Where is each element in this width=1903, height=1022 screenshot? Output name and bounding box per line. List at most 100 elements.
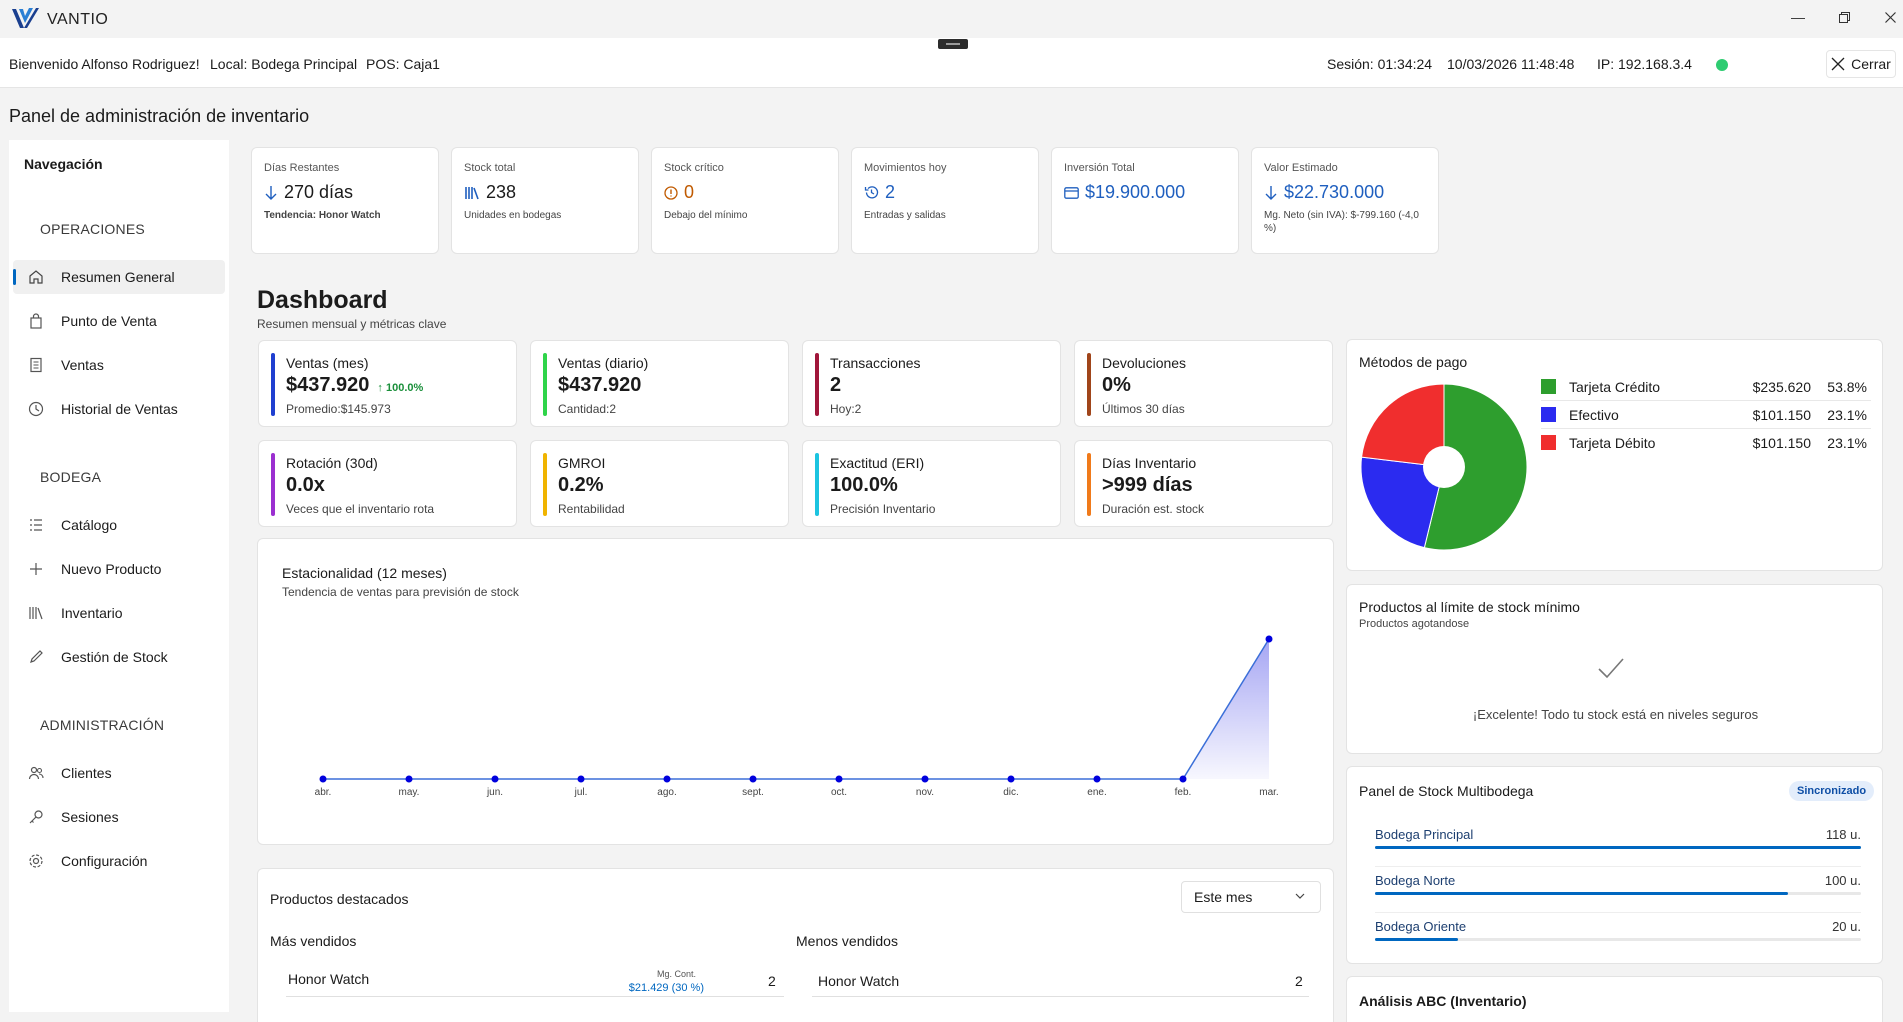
kpi-value-row: $437.920 ↑ 100.0% <box>286 374 423 397</box>
data-point[interactable] <box>491 775 499 783</box>
kpi-label: GMROI <box>558 455 606 471</box>
people-icon <box>27 764 45 782</box>
page-title: Panel de administración de inventario <box>9 106 310 126</box>
legend-swatch <box>1541 379 1556 394</box>
kpi-card: Ventas (diario) $437.920 Cantidad:2 <box>530 340 789 427</box>
warehouse-level-fill <box>1375 892 1789 895</box>
legend-row: Tarjeta Crédito $235.620 53.8% <box>1541 373 1871 401</box>
kpi-label: Transacciones <box>830 355 921 371</box>
session-timer: Sesión: 01:34:24 <box>1327 56 1433 72</box>
kpi-accent-bar <box>271 453 275 516</box>
data-point[interactable] <box>405 775 413 783</box>
legend-percent: 23.1% <box>1827 435 1867 451</box>
sidebar-item-clientes[interactable]: Clientes <box>13 756 225 790</box>
product-name: Honor Watch <box>288 971 370 987</box>
legend-percent: 23.1% <box>1827 407 1867 423</box>
warehouse-row[interactable]: Bodega Norte 100 u. <box>1375 867 1861 913</box>
sidebar-item-punto-de-venta[interactable]: Punto de Venta <box>13 304 225 338</box>
kpi-value-row: 0.2% <box>558 474 604 497</box>
kpi-value: 0.0x <box>286 474 325 496</box>
sidebar-item-configuracion[interactable]: Configuración <box>13 844 225 878</box>
x-tick-label: mar. <box>1259 787 1278 798</box>
local-text: Local: Bodega Principal <box>210 56 358 72</box>
abc-title: Análisis ABC (Inventario) <box>1359 993 1527 1009</box>
pencil-icon <box>27 648 45 666</box>
featured-products-card: Productos destacados Este mes Más vendid… <box>257 868 1334 1022</box>
sidebar-item-catalogo[interactable]: Catálogo <box>13 508 225 542</box>
kpi-value-row: 2 <box>830 374 841 397</box>
key-icon <box>27 808 45 826</box>
kpi-label: Ventas (diario) <box>558 355 649 371</box>
pie-slice[interactable] <box>1361 383 1445 468</box>
pos-text: POS: Caja1 <box>366 56 440 72</box>
sidebar-item-sesiones[interactable]: Sesiones <box>13 800 225 834</box>
data-point[interactable] <box>1007 775 1015 783</box>
kpi-sub: Hoy:2 <box>830 402 862 416</box>
data-point[interactable] <box>663 775 671 783</box>
warehouse-level-track <box>1375 846 1861 849</box>
legend-row: Efectivo $101.150 23.1% <box>1541 401 1871 429</box>
minimize-button[interactable]: — <box>1775 4 1821 30</box>
sidebar-item-label: Configuración <box>61 853 148 869</box>
kpi-value: 0.2% <box>558 474 604 496</box>
plus-icon <box>27 560 45 578</box>
period-select[interactable]: Este mes <box>1181 881 1321 913</box>
pie-center-hole <box>1423 446 1465 488</box>
warehouse-row[interactable]: Bodega Principal 118 u. <box>1375 821 1861 867</box>
margin-value: $21.429 (30 %) <box>628 982 704 994</box>
kpi-accent-bar <box>815 453 819 516</box>
stat-card-stock-critico: Stock crítico 0 Debajo del mínimo <box>651 147 839 254</box>
drag-handle[interactable] <box>938 39 968 49</box>
legend-amount: $101.150 <box>1752 407 1811 423</box>
kpi-sub: Rentabilidad <box>558 502 625 516</box>
ip-text: IP: 192.168.3.4 <box>1597 56 1692 72</box>
warehouse-row[interactable]: Bodega Oriente 20 u. <box>1375 913 1861 959</box>
low-stock-card: Productos al límite de stock mínimo Prod… <box>1346 584 1883 754</box>
best-seller-row[interactable]: Honor Watch Mg. Cont. $21.429 (30 %) 2 <box>286 963 784 997</box>
window-close-button[interactable] <box>1867 4 1903 30</box>
sidebar-item-ventas[interactable]: Ventas <box>13 348 225 382</box>
stat-value-row: $22.730.000 <box>1264 182 1384 203</box>
product-qty: 2 <box>1295 973 1303 989</box>
data-point[interactable] <box>319 775 327 783</box>
data-point[interactable] <box>1179 775 1187 783</box>
sidebar-item-nuevo-producto[interactable]: Nuevo Producto <box>13 552 225 586</box>
sidebar-item-gestion-de-stock[interactable]: Gestión de Stock <box>13 640 225 674</box>
nav-section-administracion: ADMINISTRACIÓN <box>40 717 165 733</box>
sidebar-item-label: Punto de Venta <box>61 313 157 329</box>
legend-swatch <box>1541 435 1556 450</box>
pie-slice[interactable] <box>1423 383 1528 551</box>
data-point[interactable] <box>749 775 757 783</box>
stat-sub: Mg. Neto (sin IVA): $-799.160 (-4,0 %) <box>1264 210 1419 234</box>
data-point[interactable] <box>577 775 585 783</box>
kpi-trend: ↑ 100.0% <box>377 382 424 394</box>
abc-analysis-card: Análisis ABC (Inventario) <box>1346 976 1883 1022</box>
kpi-sub: Promedio:$145.973 <box>286 402 391 416</box>
x-tick-label: oct. <box>831 787 847 798</box>
sidebar-item-label: Ventas <box>61 357 104 373</box>
x-tick-label: nov. <box>916 787 934 798</box>
sidebar-item-historial-de-ventas[interactable]: Historial de Ventas <box>13 392 225 426</box>
pie-slice[interactable] <box>1360 456 1445 549</box>
sidebar-item-inventario[interactable]: Inventario <box>13 596 225 630</box>
data-point[interactable] <box>835 775 843 783</box>
sidebar-item-resumen-general[interactable]: Resumen General <box>13 260 225 294</box>
payment-methods-title: Métodos de pago <box>1359 354 1468 370</box>
kpi-value: 2 <box>830 374 842 396</box>
worst-seller-row[interactable]: Honor Watch 2 <box>812 963 1309 997</box>
warehouse-name: Bodega Norte <box>1375 873 1456 888</box>
logout-button[interactable]: Cerrar <box>1826 50 1896 78</box>
kpi-label: Rotación (30d) <box>286 455 378 471</box>
data-point[interactable] <box>1265 635 1273 643</box>
kpi-label: Días Inventario <box>1102 455 1197 471</box>
data-point[interactable] <box>1093 775 1101 783</box>
area-fill <box>323 639 1269 779</box>
legend-swatch <box>1541 407 1556 422</box>
gear-icon <box>27 852 45 870</box>
restore-button[interactable] <box>1821 4 1867 30</box>
library-icon <box>27 604 45 622</box>
close-icon <box>1831 57 1845 71</box>
data-point[interactable] <box>921 775 929 783</box>
sidebar-title: Navegación <box>24 156 103 172</box>
checkmark-icon <box>1598 658 1624 679</box>
